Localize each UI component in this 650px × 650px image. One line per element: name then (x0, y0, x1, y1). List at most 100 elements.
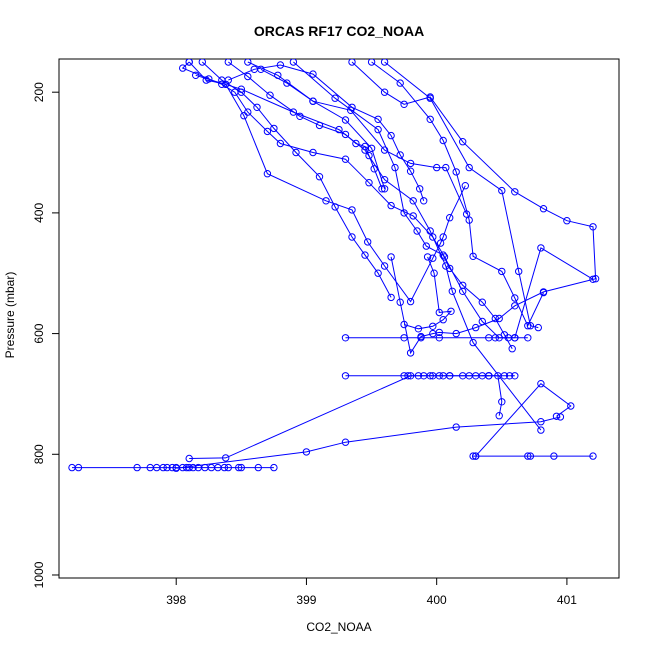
data-point (498, 186, 506, 195)
data-point (426, 372, 434, 380)
data-point (331, 94, 339, 102)
data-point (524, 334, 532, 342)
data-point (133, 463, 141, 472)
data-point (500, 331, 509, 339)
data-point (341, 438, 350, 446)
data-point (74, 463, 83, 472)
data-point (244, 72, 252, 81)
data-point (414, 372, 423, 380)
data-point (283, 79, 291, 87)
x-axis-label: CO2_NOAA (306, 620, 371, 634)
data-point (465, 216, 473, 224)
data-point (478, 298, 486, 306)
data-point (347, 106, 355, 115)
data-point (589, 223, 597, 231)
series-line (188, 61, 466, 303)
data-point (526, 452, 535, 460)
data-point (417, 332, 425, 341)
data-point (416, 185, 424, 193)
data-point (406, 159, 415, 168)
data-point (396, 79, 404, 87)
data-point (511, 334, 519, 342)
series-line (247, 61, 468, 215)
data-point (341, 334, 350, 342)
data-point (179, 64, 187, 72)
data-point (469, 252, 477, 260)
data-point (244, 108, 252, 116)
data-point (420, 197, 428, 205)
data-point (274, 71, 282, 80)
data-point (365, 179, 373, 187)
data-point (235, 463, 243, 472)
data-point (537, 418, 545, 426)
data-point (526, 322, 535, 330)
data-point (309, 70, 317, 78)
data-point (406, 297, 415, 306)
data-point (296, 112, 304, 121)
data-point (205, 75, 213, 83)
data-point (276, 139, 285, 148)
data-point (374, 115, 382, 124)
data-point (266, 91, 274, 99)
data-point (435, 334, 443, 342)
data-point (524, 452, 532, 460)
series-line (176, 416, 561, 469)
data-point (380, 146, 389, 154)
data-point (448, 287, 456, 295)
data-point (270, 463, 278, 472)
data-point (220, 463, 229, 472)
data-point (341, 155, 350, 163)
plot-area (68, 59, 600, 472)
data-point (185, 463, 193, 472)
data-point (537, 380, 545, 388)
data-point (429, 233, 437, 241)
data-point (539, 205, 548, 213)
data-point (302, 448, 311, 456)
data-point (185, 59, 193, 66)
x-tick-label: 400 (427, 593, 447, 607)
data-point (276, 61, 285, 69)
data-point (380, 59, 389, 66)
data-point (442, 163, 450, 172)
data-point (508, 345, 516, 353)
data-point (446, 264, 454, 273)
data-point (589, 452, 597, 460)
data-point (404, 372, 412, 380)
data-point (364, 238, 372, 246)
data-point (567, 402, 575, 410)
data-point (505, 372, 514, 380)
data-point (387, 201, 395, 210)
data-point (472, 323, 480, 332)
data-point (341, 116, 350, 124)
data-point (224, 76, 233, 84)
data-point (367, 59, 376, 66)
plot-frame (58, 58, 620, 579)
data-point (370, 165, 378, 173)
data-point (244, 59, 252, 66)
data-point (413, 227, 421, 235)
data-point (341, 372, 350, 380)
series-line (371, 61, 544, 327)
data-point (461, 182, 469, 190)
data-point (511, 188, 519, 196)
data-point (224, 463, 233, 472)
data-point (589, 275, 597, 283)
data-point (380, 262, 389, 270)
data-point (218, 80, 226, 89)
data-point (495, 412, 503, 420)
data-point (439, 233, 447, 241)
data-point (361, 142, 369, 151)
data-point (433, 163, 441, 172)
data-point (440, 253, 449, 261)
data-point (315, 173, 324, 181)
series-line (228, 61, 383, 189)
data-point (168, 463, 177, 472)
series-line (482, 375, 503, 416)
data-point (374, 269, 382, 277)
data-point (263, 170, 272, 178)
data-point (429, 329, 437, 338)
series-line (228, 64, 425, 201)
data-point (515, 267, 523, 276)
data-point (348, 59, 356, 66)
